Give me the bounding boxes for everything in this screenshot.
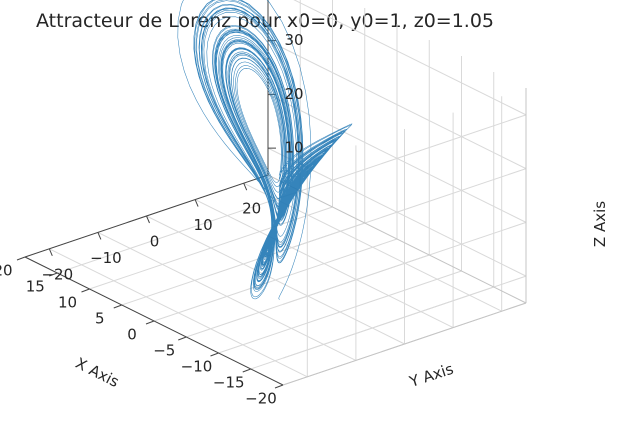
y-tick-mark <box>48 248 53 256</box>
x-tick-mark <box>49 272 58 277</box>
x-tick-label: −10 <box>181 358 213 376</box>
x-tick-mark <box>242 368 251 373</box>
x-tick-label: 5 <box>95 310 105 328</box>
x-tick-mark <box>178 336 187 341</box>
y-axis-title: Y Axis <box>406 360 456 391</box>
x-tick-label: 15 <box>26 278 45 296</box>
pane-edge <box>282 302 527 386</box>
z-axis-title: Z Axis <box>591 201 609 247</box>
floor-gridline <box>146 215 405 345</box>
z-tick-label: 30 <box>284 31 303 49</box>
y-tick-mark <box>243 183 248 191</box>
z-tick-label: 20 <box>284 85 303 103</box>
y-tick-label: 20 <box>242 200 261 218</box>
x-tick-mark <box>145 320 155 325</box>
side-wall-gridline <box>267 40 527 170</box>
x-axis-title: X Axis <box>73 354 122 391</box>
x-tick-label: 0 <box>127 326 137 344</box>
y-tick-label: 0 <box>150 233 160 251</box>
attractor-curve-layer <box>177 0 353 300</box>
x-tick-label: −20 <box>245 390 277 408</box>
y-tick-label: −10 <box>90 249 122 267</box>
label-layer: 20151050−5−10−15−2020100−10−2010203040X … <box>0 31 609 408</box>
floor-gridline <box>194 199 454 329</box>
x-tick-mark <box>16 256 26 261</box>
x-tick-label: 10 <box>58 294 77 312</box>
y-tick-mark <box>146 215 150 224</box>
x-tick-mark <box>210 352 219 357</box>
y-tick-mark <box>194 199 199 207</box>
side-wall-gridline <box>293 0 527 116</box>
y-tick-mark <box>97 232 102 240</box>
floor-gridline <box>49 248 308 378</box>
x-tick-mark <box>274 384 284 389</box>
x-tick-label: −5 <box>153 342 175 360</box>
x-tick-mark <box>81 288 90 293</box>
z-tick-label: 10 <box>284 139 303 157</box>
y-tick-label: 10 <box>194 216 213 234</box>
x-tick-label: −15 <box>213 374 245 392</box>
lorenz-trajectory <box>177 0 353 300</box>
back-wall-gridline <box>282 275 527 359</box>
y-tick-label: −20 <box>41 265 73 283</box>
back-wall-gridline <box>282 114 527 198</box>
floor-gridline <box>97 231 357 361</box>
x-tick-label: 20 <box>0 262 13 280</box>
pane-edge <box>267 174 527 304</box>
back-wall-gridline <box>282 221 527 305</box>
back-wall-gridline <box>282 168 527 252</box>
x-tick-mark <box>113 304 122 309</box>
